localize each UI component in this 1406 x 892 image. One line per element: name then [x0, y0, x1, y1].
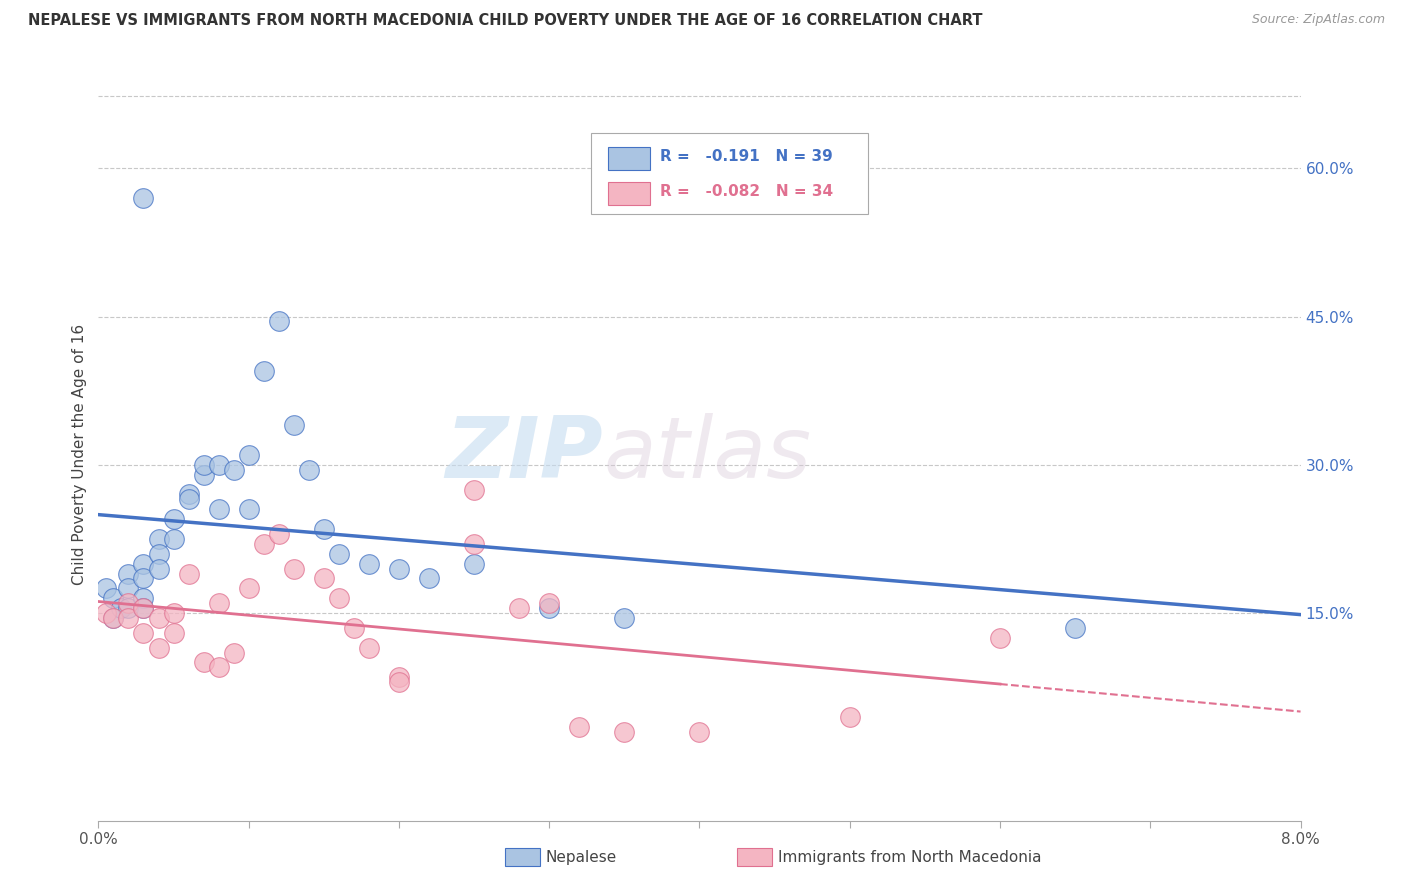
Point — [208, 596, 231, 610]
Point — [103, 611, 125, 625]
Point — [94, 606, 117, 620]
Point — [463, 557, 485, 571]
Point — [162, 625, 184, 640]
Point — [343, 621, 366, 635]
Point — [838, 710, 860, 724]
Point — [328, 591, 350, 606]
Point — [418, 572, 440, 586]
Point — [148, 532, 170, 546]
Point — [208, 660, 231, 674]
Point — [193, 656, 215, 670]
Point — [568, 720, 591, 734]
Point — [283, 561, 305, 575]
Point — [162, 512, 184, 526]
Point — [312, 572, 335, 586]
Point — [613, 724, 636, 739]
Point — [238, 502, 260, 516]
Point — [267, 314, 290, 328]
Text: ZIP: ZIP — [446, 413, 603, 497]
Point — [94, 582, 117, 596]
Point — [132, 601, 155, 615]
Point — [222, 463, 245, 477]
Point — [283, 418, 305, 433]
Point — [388, 561, 411, 575]
Point — [103, 591, 125, 606]
Point — [222, 646, 245, 660]
Point — [148, 640, 170, 655]
Point — [132, 625, 155, 640]
Point — [110, 601, 132, 615]
FancyBboxPatch shape — [609, 147, 650, 170]
Point — [177, 487, 200, 501]
Point — [689, 724, 711, 739]
Point — [463, 483, 485, 497]
Point — [177, 492, 200, 507]
FancyBboxPatch shape — [592, 133, 868, 213]
Point — [148, 561, 170, 575]
Point — [162, 606, 184, 620]
Text: NEPALESE VS IMMIGRANTS FROM NORTH MACEDONIA CHILD POVERTY UNDER THE AGE OF 16 CO: NEPALESE VS IMMIGRANTS FROM NORTH MACEDO… — [28, 13, 983, 29]
Point — [328, 547, 350, 561]
Point — [298, 463, 321, 477]
Text: Immigrants from North Macedonia: Immigrants from North Macedonia — [778, 850, 1040, 864]
Point — [117, 611, 139, 625]
Point — [253, 364, 276, 378]
Text: Source: ZipAtlas.com: Source: ZipAtlas.com — [1251, 13, 1385, 27]
Point — [193, 467, 215, 482]
FancyBboxPatch shape — [609, 182, 650, 205]
Point — [508, 601, 530, 615]
Point — [177, 566, 200, 581]
Point — [253, 537, 276, 551]
Text: Nepalese: Nepalese — [546, 850, 617, 864]
Point — [132, 591, 155, 606]
Text: atlas: atlas — [603, 413, 811, 497]
Point — [538, 596, 561, 610]
Point — [132, 572, 155, 586]
Point — [238, 582, 260, 596]
Point — [1064, 621, 1087, 635]
Point — [132, 601, 155, 615]
Point — [388, 675, 411, 690]
Point — [208, 458, 231, 472]
Point — [312, 522, 335, 536]
Point — [267, 527, 290, 541]
Point — [388, 670, 411, 684]
Point — [613, 611, 636, 625]
Point — [117, 596, 139, 610]
Point — [132, 191, 155, 205]
Point — [357, 557, 380, 571]
Point — [103, 611, 125, 625]
Point — [193, 458, 215, 472]
Point — [357, 640, 380, 655]
Point — [162, 532, 184, 546]
Point — [148, 611, 170, 625]
Point — [117, 582, 139, 596]
Point — [463, 537, 485, 551]
Point — [988, 631, 1011, 645]
Point — [538, 601, 561, 615]
Point — [238, 448, 260, 462]
Point — [148, 547, 170, 561]
Point — [208, 502, 231, 516]
Text: R =   -0.191   N = 39: R = -0.191 N = 39 — [659, 149, 832, 164]
Point — [117, 601, 139, 615]
Point — [132, 557, 155, 571]
Text: R =   -0.082   N = 34: R = -0.082 N = 34 — [659, 184, 832, 199]
Y-axis label: Child Poverty Under the Age of 16: Child Poverty Under the Age of 16 — [72, 325, 87, 585]
Point — [117, 566, 139, 581]
